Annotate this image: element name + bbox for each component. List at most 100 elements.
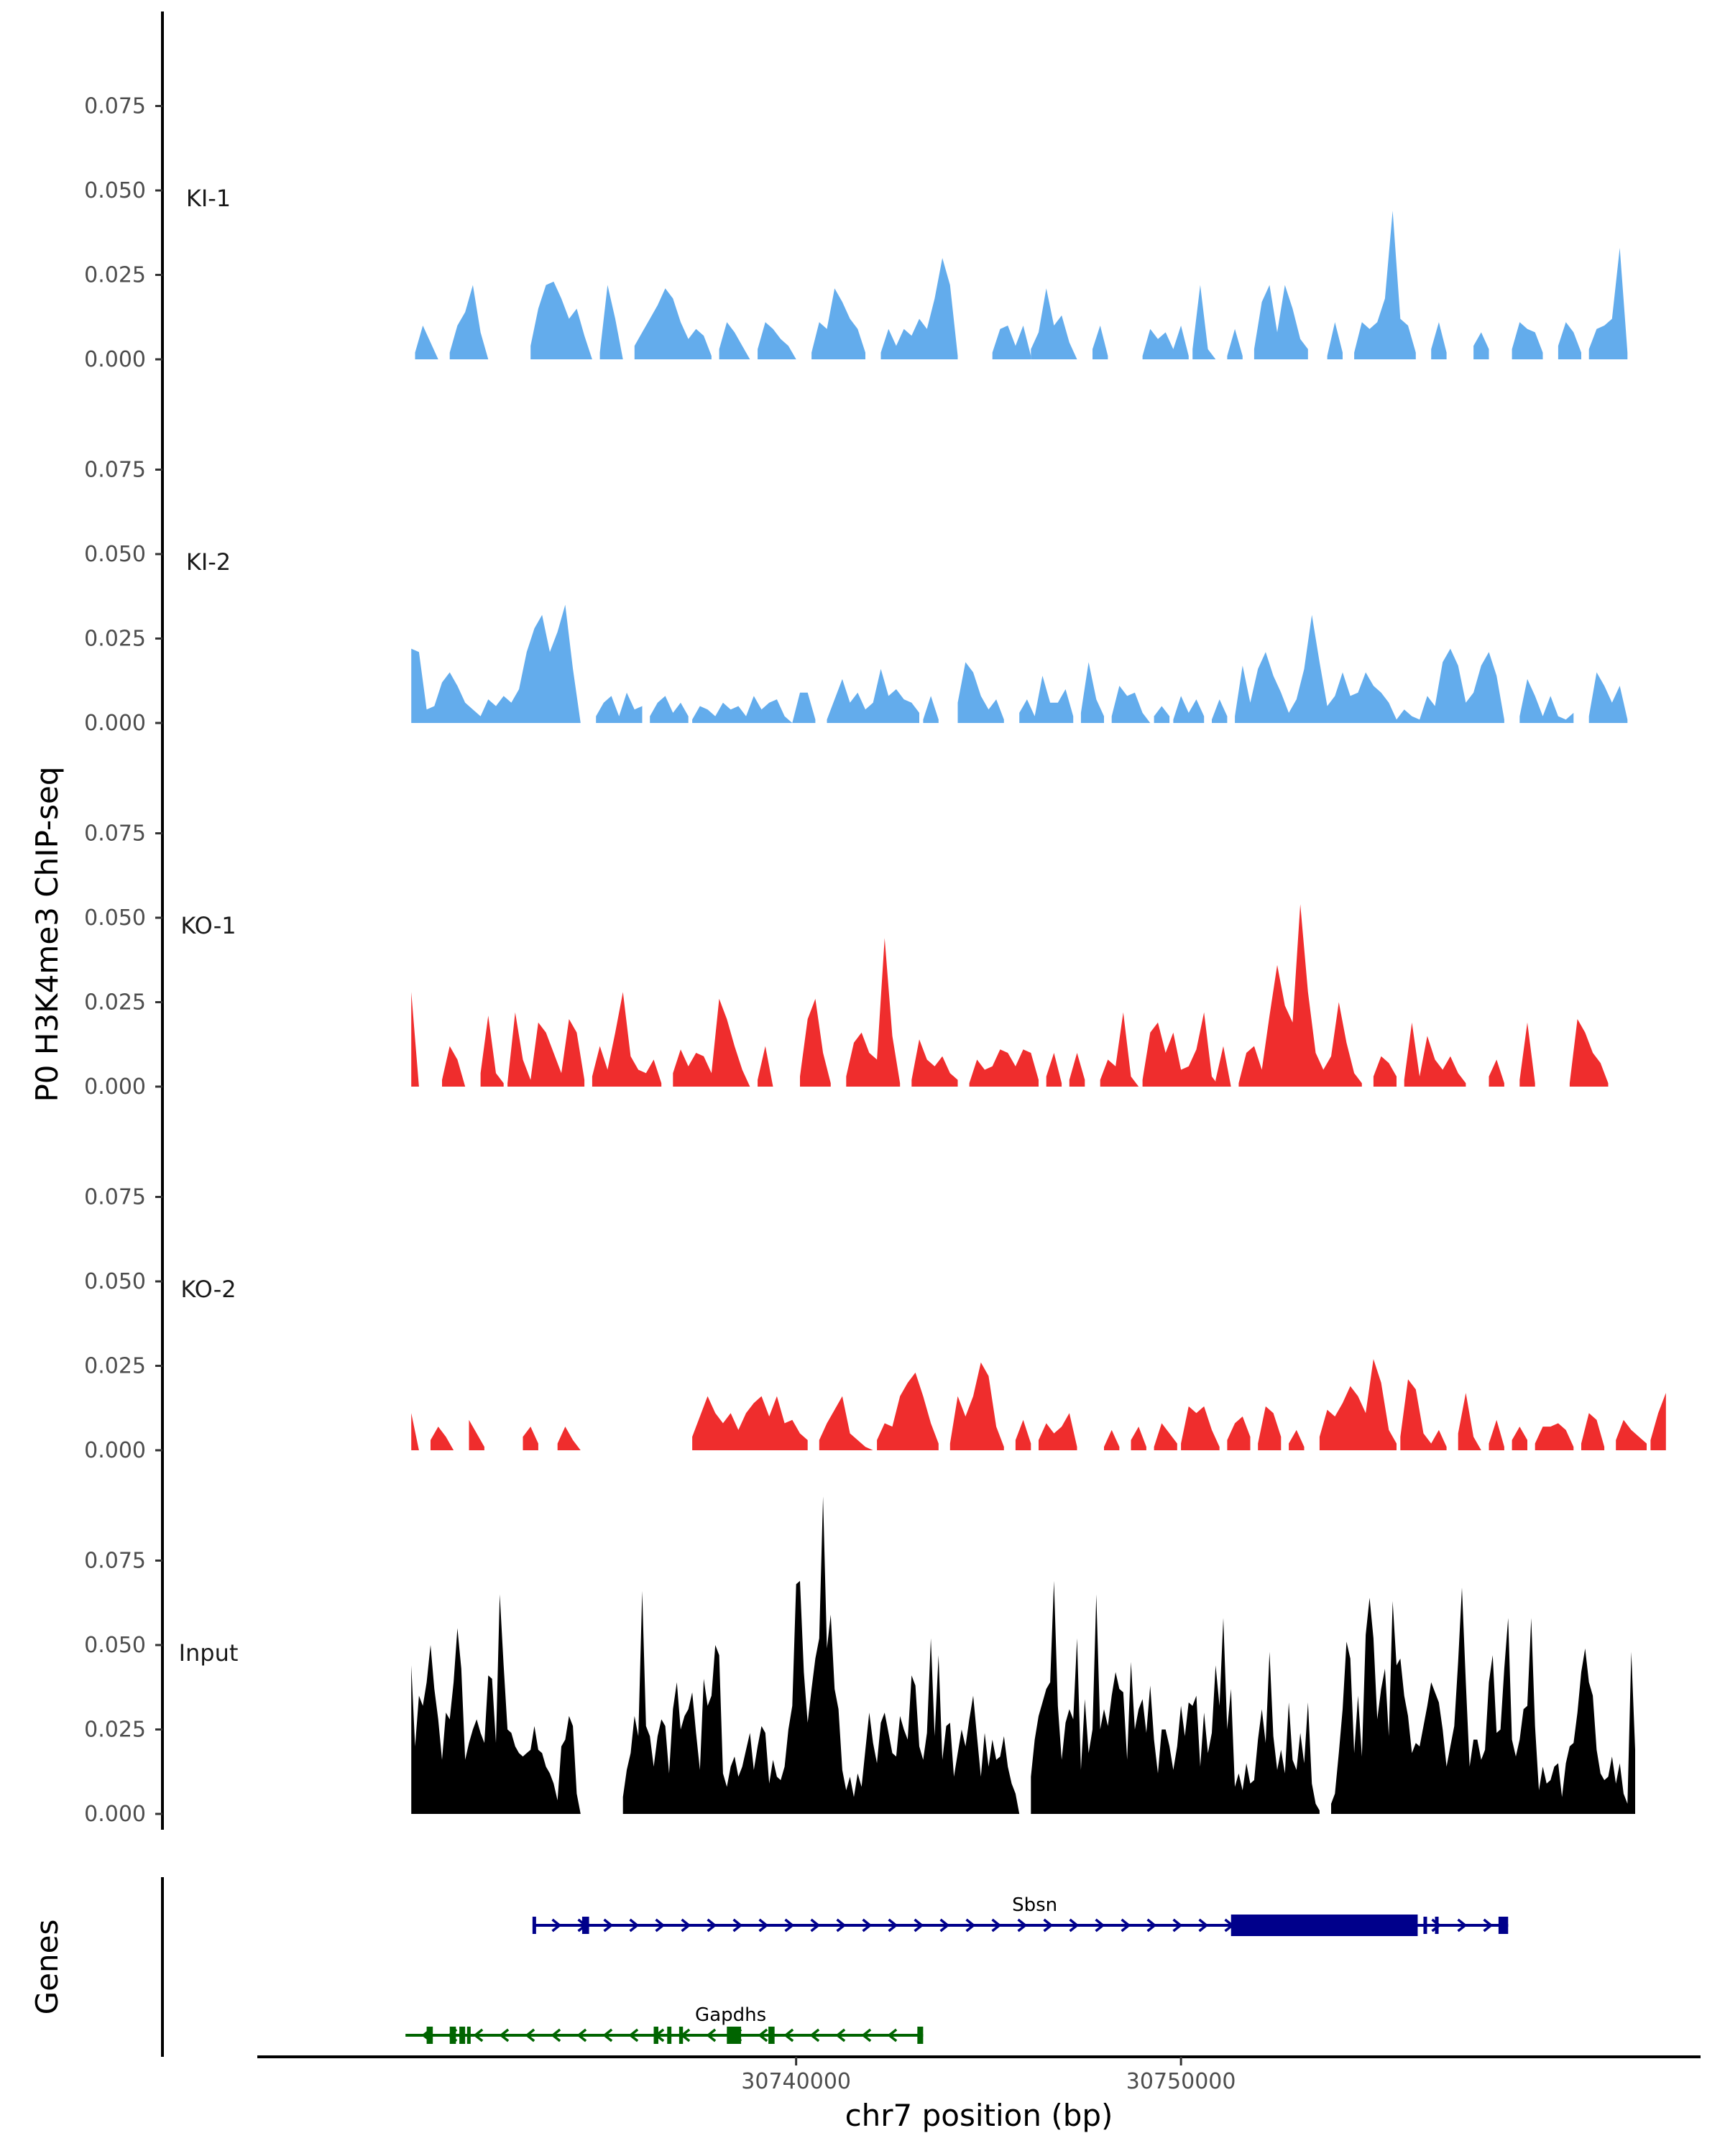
coverage-area-layer — [411, 904, 1609, 1087]
y-tick-label: 0.025 — [84, 990, 146, 1015]
coverage-peak-group — [911, 1039, 958, 1087]
coverage-peak-group — [758, 1046, 773, 1087]
track-label: KO-1 — [180, 912, 236, 939]
y-tick-label: 0.075 — [84, 1549, 146, 1574]
coverage-peak-group — [592, 992, 662, 1087]
strand-arrow — [835, 2028, 846, 2042]
strand-arrow — [1069, 1918, 1080, 1932]
coverage-peak-group — [1512, 1427, 1527, 1450]
strand-arrow — [862, 1918, 873, 1932]
coverage-peak-group — [1489, 1419, 1504, 1450]
coverage-peak-group — [880, 258, 958, 359]
coverage-peak-group — [415, 326, 438, 359]
coverage-peak-group — [411, 1413, 419, 1450]
coverage-peak-group — [1111, 686, 1151, 723]
x-axis-title: chr7 position (bp) — [845, 2098, 1113, 2133]
strand-arrow — [1172, 1918, 1183, 1932]
coverage-peak-group — [622, 1496, 1020, 1814]
y-tick-label: 0.000 — [84, 347, 146, 372]
gene-exon — [727, 2027, 742, 2044]
coverage-peak-group — [431, 1427, 454, 1450]
coverage-peak-group — [634, 288, 712, 359]
coverage-peak-group — [1400, 1379, 1447, 1450]
y-tick-label: 0.050 — [84, 1633, 146, 1658]
coverage-peak-group — [1031, 1580, 1320, 1814]
track-label: KO-2 — [180, 1276, 236, 1303]
coverage-peak-group — [1588, 672, 1628, 723]
coverage-peak-group — [1142, 326, 1189, 359]
coverage-peak-group — [692, 692, 816, 723]
gene-model — [532, 1915, 1509, 1936]
y-tick-label: 0.025 — [84, 1354, 146, 1379]
strand-arrow — [707, 1918, 717, 1932]
strand-arrow — [1483, 1918, 1494, 1932]
y-tick-label: 0.025 — [84, 263, 146, 288]
gene-exon — [532, 1917, 536, 1934]
coverage-peak-group — [507, 1012, 585, 1087]
coverage-area-layer — [411, 1359, 1666, 1450]
y-tick-label: 0.000 — [84, 1074, 146, 1100]
strand-arrow — [1198, 1918, 1209, 1932]
gene-exon — [1435, 1917, 1439, 1934]
coverage-peak-group — [1289, 1429, 1305, 1450]
coverage-peak-group — [827, 668, 919, 723]
track-ki-1: 0.000 0.025 0.050 0.075 KI-1 — [84, 11, 1628, 375]
gene-exon — [449, 2027, 456, 2044]
coverage-peak-group — [411, 604, 581, 723]
coverage-peak-group — [1181, 1406, 1220, 1450]
strand-arrow — [681, 1918, 691, 1932]
gene-label: Sbsn — [1012, 1894, 1057, 1916]
gene-exon — [678, 2027, 684, 2044]
y-ticks: 0.000 0.025 0.050 0.075 — [84, 821, 162, 1100]
coverage-peak-group — [1039, 1413, 1077, 1450]
strand-arrow — [914, 1918, 924, 1932]
gene-exon — [466, 2027, 471, 2044]
coverage-peak-group — [480, 1015, 504, 1087]
coverage-peak-group — [1258, 1406, 1282, 1450]
coverage-peak-group — [442, 1046, 466, 1087]
coverage-peak-group — [1254, 285, 1308, 359]
gene-exon — [917, 2027, 924, 2044]
x-tick-label: 30750000 — [1126, 2069, 1236, 2094]
coverage-peak-group — [1092, 326, 1108, 359]
strand-arrow — [473, 2028, 484, 2042]
coverage-peak-group — [1581, 1413, 1605, 1450]
strand-arrow — [1121, 1918, 1131, 1932]
coverage-peak-group — [1015, 1419, 1031, 1450]
coverage-peak-group — [530, 281, 592, 359]
strand-arrow — [576, 2028, 587, 2042]
y-tick-label: 0.050 — [84, 542, 146, 567]
y-tick-label: 0.075 — [84, 458, 146, 483]
strand-arrow — [887, 2028, 898, 2042]
coverage-peak-group — [1558, 322, 1581, 359]
gene-exon — [667, 2027, 672, 2044]
y-tick-label: 0.000 — [84, 1438, 146, 1463]
coverage-peak-group — [846, 938, 901, 1087]
strand-arrow — [809, 2028, 820, 2042]
coverage-peak-group — [1616, 1419, 1647, 1450]
y-ticks: 0.000 0.025 0.050 0.075 — [84, 1549, 162, 1827]
coverage-peak-group — [1154, 706, 1170, 723]
coverage-peak-group — [1238, 904, 1362, 1087]
y-ticks: 0.000 0.025 0.050 0.075 — [84, 94, 162, 372]
y-tick-label: 0.050 — [84, 1269, 146, 1294]
coverage-peak-group — [1404, 1022, 1466, 1087]
coverage-peak-group — [1650, 1393, 1666, 1450]
strand-arrow — [1017, 1918, 1028, 1932]
x-tick-label: 30740000 — [741, 2069, 851, 2094]
coverage-peak-group — [411, 1594, 581, 1814]
coverage-peak-group — [992, 326, 1031, 359]
track-input: 0.000 0.025 0.050 0.075 Input — [84, 1466, 1635, 1830]
coverage-peak-group — [673, 998, 750, 1087]
strand-arrow — [836, 1918, 847, 1932]
coverage-peak-group — [1535, 1423, 1574, 1450]
gene-exon — [1423, 1917, 1427, 1934]
coverage-peak-group — [449, 285, 489, 359]
strand-arrow — [629, 1918, 640, 1932]
y-tick-label: 0.050 — [84, 178, 146, 203]
coverage-peak-group — [523, 1427, 538, 1450]
coverage-peak-group — [1192, 285, 1216, 359]
coverage-peak-group — [650, 696, 689, 723]
strand-arrow — [1095, 1918, 1105, 1932]
y-tick-label: 0.000 — [84, 711, 146, 736]
